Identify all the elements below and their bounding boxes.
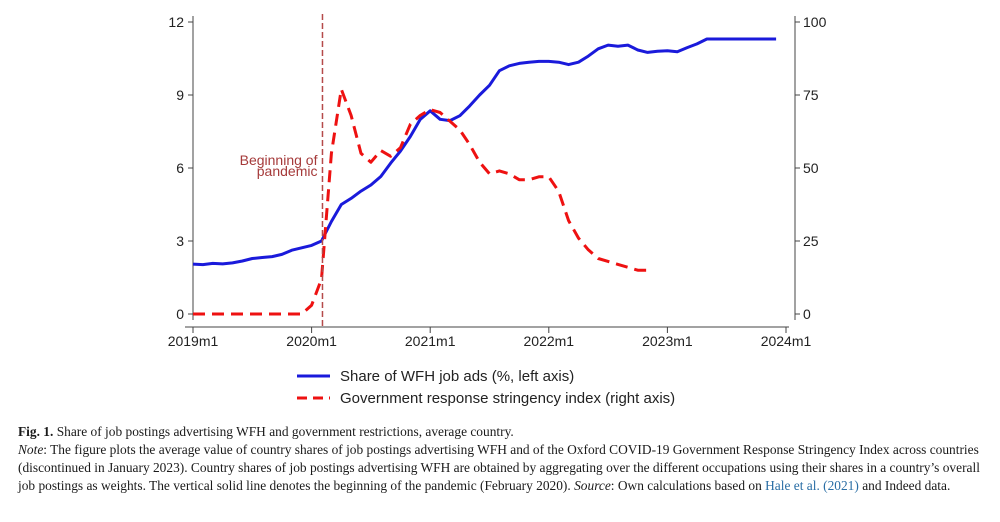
x-axis-tick-label: 2020m1	[286, 333, 337, 349]
legend: Share of WFH job ads (%, left axis) Gove…	[297, 368, 675, 407]
legend-label-wfh: Share of WFH job ads (%, left axis)	[340, 368, 574, 385]
note-text: : The figure plots the average value of …	[18, 442, 980, 493]
legend-label-stringency: Government response stringency index (ri…	[340, 390, 675, 407]
x-axis-tick-label: 2024m1	[761, 333, 812, 349]
figure-title: Share of job postings advertising WFH an…	[56, 424, 514, 439]
source-text: : Own calculations based on	[610, 478, 762, 493]
caption-title-line: Fig. 1. Share of job postings advertisin…	[18, 423, 982, 441]
x-axis-tick-label: 2022m1	[524, 333, 575, 349]
axes: 0 3 6 9 12 0 25 50 75 100 2019m1 2020m1 2021m1 2022m1…	[168, 14, 827, 349]
figure-label: Fig. 1.	[18, 424, 54, 439]
annotation: Beginning of pandemic	[240, 14, 324, 327]
annotation-text-line1: Beginning of	[240, 152, 318, 168]
right-axis-tick-label: 50	[803, 160, 819, 176]
wfh-share-line	[192, 37, 777, 267]
left-axis-tick-label: 0	[176, 306, 184, 322]
annotation-text-line2: pandemic	[257, 163, 318, 179]
x-axis-tick-label: 2019m1	[168, 333, 219, 349]
left-axis-tick-label: 6	[176, 160, 184, 176]
left-axis-tick-label: 12	[168, 14, 184, 30]
right-axis-tick-label: 0	[803, 306, 811, 322]
right-axis-tick-label: 25	[803, 233, 819, 249]
source-end-text: and Indeed data.	[858, 478, 951, 493]
left-axis-tick-label: 9	[176, 87, 184, 103]
plot-area	[192, 37, 777, 316]
caption-note: Note: The figure plots the average value…	[18, 441, 982, 495]
source-label: Source	[574, 478, 611, 493]
note-label: Note	[18, 442, 44, 457]
right-axis-tick-label: 100	[803, 14, 827, 30]
right-axis-tick-label: 75	[803, 87, 819, 103]
figure-caption: Fig. 1. Share of job postings advertisin…	[18, 423, 982, 495]
hale-reference-link[interactable]: Hale et al. (2021)	[765, 478, 859, 493]
x-axis-tick-label: 2021m1	[405, 333, 456, 349]
left-axis-tick-label: 3	[176, 233, 184, 249]
x-axis-tick-label: 2023m1	[642, 333, 693, 349]
stringency-index-line	[193, 87, 648, 316]
